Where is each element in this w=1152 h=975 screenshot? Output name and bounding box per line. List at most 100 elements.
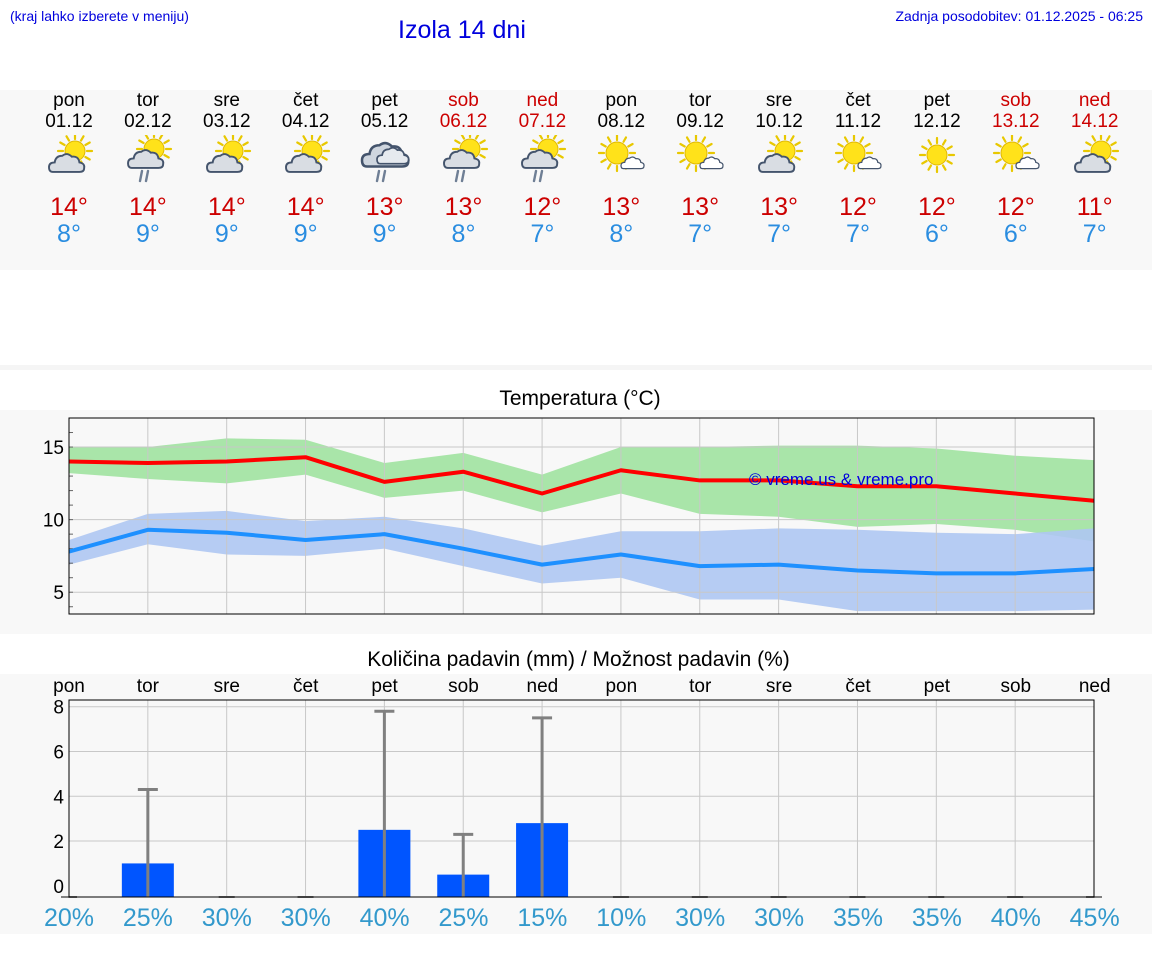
- cloud-rain-icon: [360, 141, 410, 183]
- y-tick-label: 4: [53, 787, 64, 808]
- day-name: pet: [371, 90, 398, 111]
- min-temperature: 8°: [609, 220, 634, 248]
- plot-area: [69, 700, 1094, 897]
- forecast-day: čet 04.12 14° 9°: [266, 90, 346, 248]
- y-tick-label: 5: [53, 583, 64, 604]
- day-date: 08.12: [597, 111, 646, 132]
- precip-probability: 35%: [832, 904, 884, 932]
- day-date: 01.12: [45, 111, 93, 132]
- precip-probability: 10%: [596, 904, 647, 932]
- max-temperature: 12°: [523, 193, 562, 221]
- max-temperature: 11°: [1076, 193, 1113, 221]
- day-name: ned: [526, 90, 559, 111]
- day-name: pon: [605, 90, 638, 111]
- temperature-chart: 5 10 15 © vreme.us & vreme.pro: [43, 417, 1095, 615]
- sun-cloud-icon: [284, 132, 330, 173]
- day-date: 03.12: [203, 111, 251, 132]
- min-temperature: 9°: [293, 220, 318, 248]
- day-date: 02.12: [124, 111, 172, 132]
- day-date: 11.12: [834, 111, 882, 132]
- page-title: Izola 14 dni: [398, 16, 526, 44]
- precip-day-label: pet: [923, 676, 951, 697]
- plot-frame: [68, 417, 1095, 615]
- day-name: čet: [293, 90, 319, 111]
- y-tick-label: 15: [43, 438, 64, 459]
- precip-day-label: sre: [765, 676, 793, 697]
- min-temperature: 6°: [924, 220, 949, 248]
- day-name: sre: [765, 90, 793, 111]
- day-name: sob: [1000, 90, 1032, 111]
- sun-cloud-rain-icon: [442, 130, 488, 183]
- precip-probability: 40%: [990, 904, 1041, 932]
- y-tick-label: 2: [53, 832, 64, 853]
- sun-small-cloud-icon: [598, 133, 645, 173]
- precip-day-label: pon: [53, 676, 85, 697]
- forecast-day: pet 12.12 12° 6°: [897, 90, 977, 248]
- min-temperature: 7°: [767, 220, 792, 248]
- max-temperature: 14°: [50, 193, 88, 221]
- min-temperature: 9°: [214, 220, 239, 248]
- precip-day-label: tor: [136, 676, 159, 697]
- max-temperature: 14°: [286, 193, 325, 221]
- min-temperature: 7°: [688, 220, 713, 248]
- min-temperature: 7°: [530, 220, 555, 248]
- max-temperature: 13°: [602, 193, 641, 221]
- forecast-day: ned 14.12 11° 7°: [1055, 90, 1135, 248]
- sun-icon: [918, 136, 955, 174]
- y-tick-label: 0: [53, 877, 64, 898]
- day-date: 12.12: [913, 111, 961, 132]
- sun-cloud-icon: [205, 132, 251, 173]
- sun-small-cloud-icon: [992, 133, 1040, 173]
- precip-probability: 45%: [1069, 904, 1120, 932]
- day-date: 07.12: [518, 111, 567, 132]
- y-tick-label: 10: [43, 511, 64, 532]
- max-temperature: 14°: [207, 193, 246, 221]
- precip-probability: 35%: [911, 904, 962, 932]
- plot-frame: [68, 699, 1095, 898]
- forecast-day: ned 07.12 12° 7°: [502, 90, 582, 248]
- forecast-day: pon 08.12 13° 8°: [581, 90, 661, 248]
- max-temperature: 13°: [681, 193, 720, 221]
- day-date: 09.12: [676, 111, 724, 132]
- y-tick-label: 8: [53, 698, 64, 719]
- precipitation-chart: 0 2 4 6 8: [53, 698, 1102, 898]
- day-date: 05.12: [360, 111, 409, 132]
- precip-day-label: ned: [1078, 676, 1111, 697]
- sun-cloud-icon: [48, 132, 94, 173]
- max-temperature: 12°: [917, 193, 956, 221]
- sun-cloud-rain-icon: [521, 130, 567, 183]
- min-temperature: 7°: [846, 220, 870, 248]
- forecast-day: sre 03.12 14° 9°: [187, 90, 267, 248]
- min-temperature: 8°: [451, 220, 476, 248]
- min-temperature: 9°: [135, 220, 160, 248]
- sun-cloud-icon: [1073, 132, 1119, 173]
- precip-probability: 25%: [122, 904, 173, 932]
- precip-probability: 25%: [438, 904, 489, 932]
- y-tick-label: 6: [53, 742, 64, 763]
- precip-day-label: pon: [605, 676, 638, 697]
- forecast-day: tor 02.12 14° 9°: [108, 90, 188, 248]
- min-temperature: 8°: [57, 220, 81, 248]
- forecast-day: sre 10.12 13° 7°: [739, 90, 819, 248]
- day-name: pon: [53, 90, 85, 111]
- max-temperature: 14°: [128, 193, 167, 221]
- precip-probability: 20%: [43, 904, 95, 932]
- precip-probability: 30%: [675, 904, 726, 932]
- forecast-day: sob 13.12 12° 6°: [976, 90, 1056, 248]
- precipitation-chart-title: Količina padavin (mm) / Možnost padavin …: [367, 648, 790, 671]
- max-temperature: 13°: [444, 193, 483, 221]
- last-updated: Zadnja posodobitev: 01.12.2025 - 06:25: [895, 8, 1143, 24]
- day-name: tor: [136, 90, 159, 111]
- region-menu-hint[interactable]: (kraj lahko izberete v meniju): [10, 8, 189, 24]
- min-temperature: 7°: [1082, 220, 1107, 248]
- min-temperature: 9°: [372, 220, 397, 248]
- day-date: 10.12: [755, 111, 803, 132]
- precip-day-label: ned: [526, 676, 559, 697]
- forecast-day: pon 01.12 14° 8°: [29, 90, 109, 248]
- precip-day-label: tor: [689, 676, 712, 697]
- precip-day-label: sob: [1000, 676, 1032, 697]
- precip-probability: 30%: [754, 904, 805, 932]
- day-date: 04.12: [281, 111, 330, 132]
- day-date: 13.12: [992, 111, 1040, 132]
- precip-probability: 30%: [201, 904, 252, 932]
